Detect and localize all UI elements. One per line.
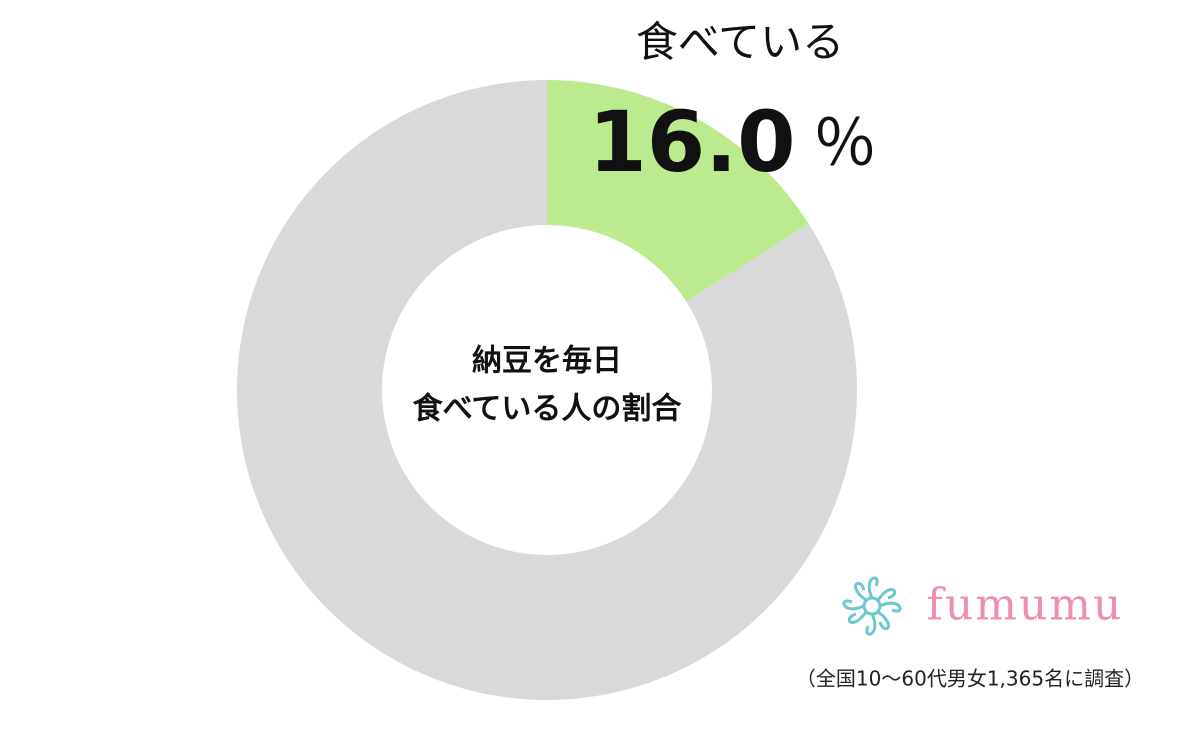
donut-slice [236,80,857,700]
logo-text: fumumu [927,580,1124,631]
center-text: 納豆を毎日 [472,344,622,379]
value-unit: ％ [813,108,877,182]
center-text: 食べている人の割合 [413,392,682,427]
slice-label: 食べている [636,18,844,67]
donut-slice [547,80,809,302]
logo-icon [842,576,902,636]
note: （全国10〜60代男女1,365名に調査） [796,667,1144,691]
value-label: 16.0 [588,93,795,191]
